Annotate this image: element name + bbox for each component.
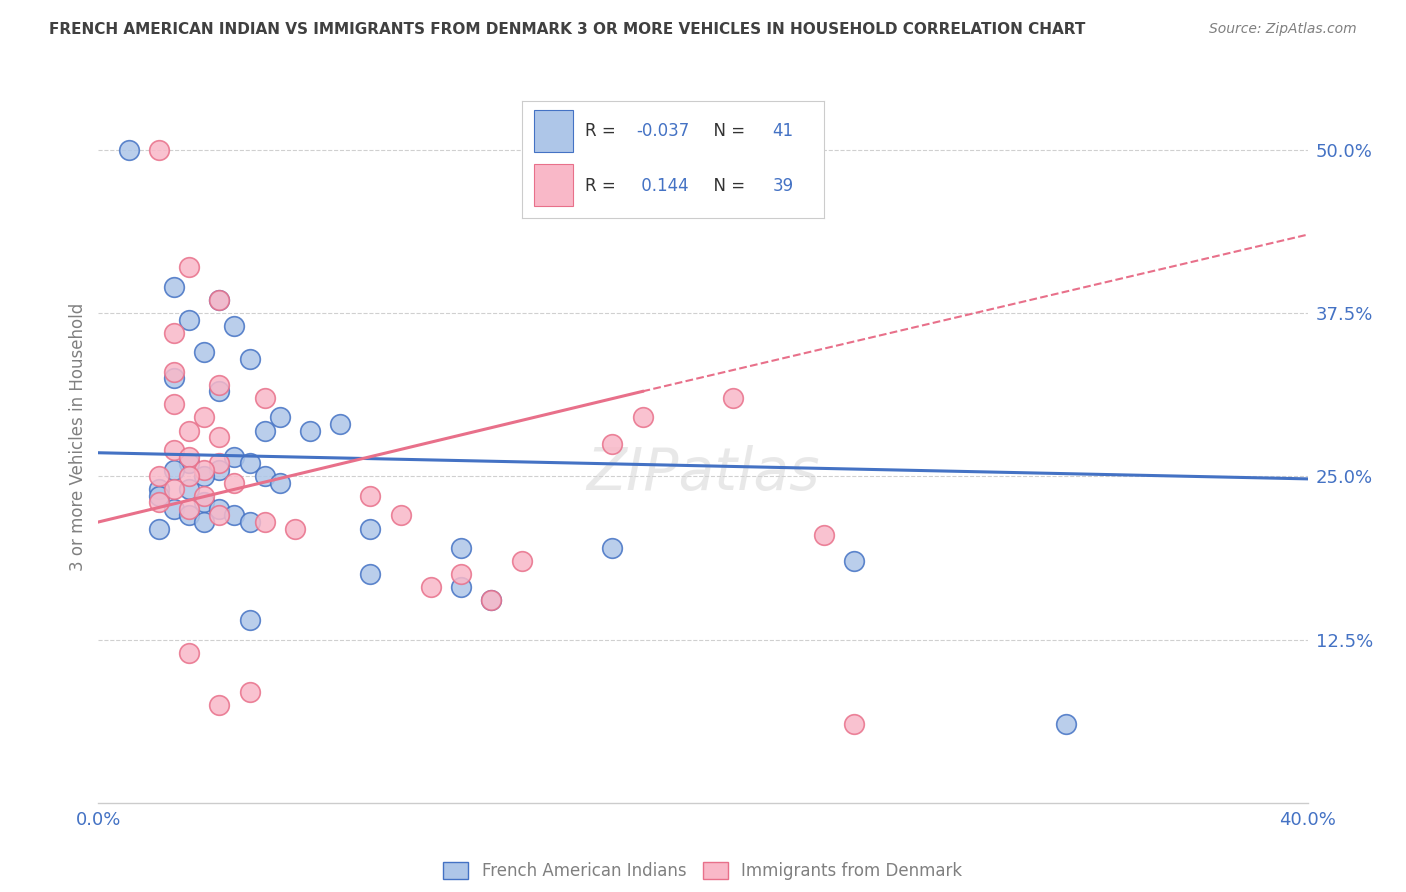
- Point: [253, 515, 276, 529]
- Point: [510, 554, 533, 568]
- Point: [179, 456, 201, 470]
- Point: [208, 698, 231, 712]
- Point: [193, 410, 215, 425]
- Point: [179, 483, 201, 497]
- Point: [193, 489, 215, 503]
- Point: [360, 521, 382, 535]
- Point: [163, 397, 186, 411]
- Point: [208, 463, 231, 477]
- Point: [239, 685, 262, 699]
- Point: [208, 293, 231, 307]
- Point: [148, 143, 170, 157]
- Point: [481, 593, 503, 607]
- Point: [631, 410, 654, 425]
- Point: [360, 489, 382, 503]
- Point: [299, 424, 322, 438]
- Point: [253, 469, 276, 483]
- Point: [193, 345, 215, 359]
- Text: FRENCH AMERICAN INDIAN VS IMMIGRANTS FROM DENMARK 3 OR MORE VEHICLES IN HOUSEHOL: FRENCH AMERICAN INDIAN VS IMMIGRANTS FRO…: [49, 22, 1085, 37]
- Point: [148, 483, 170, 497]
- Point: [224, 319, 246, 334]
- Point: [450, 567, 472, 582]
- Point: [163, 326, 186, 340]
- Point: [163, 463, 186, 477]
- Point: [723, 391, 745, 405]
- Point: [253, 391, 276, 405]
- Point: [481, 593, 503, 607]
- Text: Source: ZipAtlas.com: Source: ZipAtlas.com: [1209, 22, 1357, 37]
- Point: [1054, 717, 1077, 731]
- Point: [602, 436, 624, 450]
- Point: [193, 463, 215, 477]
- Point: [163, 483, 186, 497]
- Point: [163, 280, 186, 294]
- Point: [163, 371, 186, 385]
- Point: [208, 430, 231, 444]
- Point: [253, 424, 276, 438]
- Y-axis label: 3 or more Vehicles in Household: 3 or more Vehicles in Household: [69, 303, 87, 571]
- Point: [118, 143, 141, 157]
- Legend: French American Indians, Immigrants from Denmark: French American Indians, Immigrants from…: [437, 855, 969, 887]
- Point: [450, 541, 472, 555]
- Point: [269, 410, 291, 425]
- Point: [208, 384, 231, 399]
- Point: [208, 502, 231, 516]
- Point: [844, 717, 866, 731]
- Point: [224, 508, 246, 523]
- Point: [148, 495, 170, 509]
- Text: ZIPatlas: ZIPatlas: [586, 445, 820, 502]
- Point: [208, 456, 231, 470]
- Point: [148, 521, 170, 535]
- Point: [450, 580, 472, 594]
- Point: [193, 495, 215, 509]
- Point: [179, 260, 201, 275]
- Point: [179, 502, 201, 516]
- Point: [163, 502, 186, 516]
- Point: [329, 417, 352, 431]
- Point: [208, 377, 231, 392]
- Point: [208, 508, 231, 523]
- Point: [208, 293, 231, 307]
- Point: [148, 469, 170, 483]
- Point: [193, 469, 215, 483]
- Point: [360, 567, 382, 582]
- Point: [179, 424, 201, 438]
- Point: [179, 646, 201, 660]
- Point: [239, 456, 262, 470]
- Point: [163, 443, 186, 458]
- Point: [224, 475, 246, 490]
- Point: [239, 613, 262, 627]
- Point: [163, 365, 186, 379]
- Point: [148, 489, 170, 503]
- Point: [179, 469, 201, 483]
- Point: [844, 554, 866, 568]
- Point: [179, 312, 201, 326]
- Point: [602, 541, 624, 555]
- Point: [813, 528, 835, 542]
- Point: [224, 450, 246, 464]
- Point: [239, 515, 262, 529]
- Point: [179, 508, 201, 523]
- Point: [239, 351, 262, 366]
- Point: [284, 521, 307, 535]
- Point: [389, 508, 412, 523]
- Point: [420, 580, 443, 594]
- Point: [179, 450, 201, 464]
- Point: [193, 515, 215, 529]
- Point: [269, 475, 291, 490]
